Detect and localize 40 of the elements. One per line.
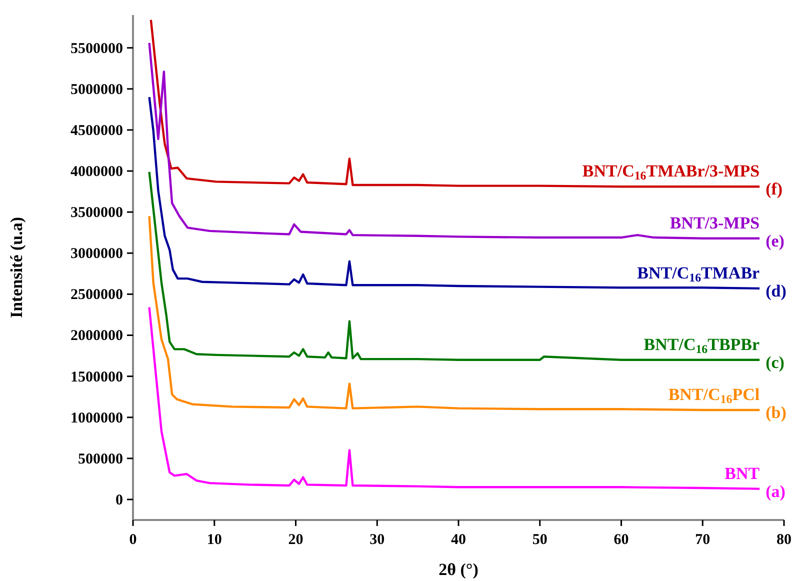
- y-tick-label: 4000000: [70, 164, 123, 180]
- y-tick-label: 2000000: [70, 328, 123, 344]
- x-tick-label: 0: [129, 532, 137, 548]
- line-series: [148, 215, 761, 412]
- series-label: BNT: [724, 464, 760, 483]
- x-tick-label: 50: [532, 532, 548, 548]
- x-tick-label: 60: [614, 532, 629, 548]
- y-tick-label: 500000: [78, 451, 123, 468]
- y-tick-label: 3000000: [70, 246, 123, 262]
- x-tick-label: 70: [695, 532, 710, 548]
- x-tick-label: 40: [451, 532, 466, 548]
- x-tick-label: 20: [288, 532, 304, 548]
- y-tick-label: 1500000: [70, 369, 123, 386]
- series-label: BNT/C$_{16}$TMABr/3-MPS: [582, 162, 760, 183]
- series-label: BNT/C$_{16}$PCl: [668, 384, 760, 406]
- y-tick-label: 1000000: [70, 410, 123, 426]
- y-tick-label: 3500000: [70, 205, 123, 222]
- annotation: (e): [766, 231, 784, 250]
- annotation: (f): [766, 180, 783, 199]
- y-axis-title: Intensité (u.a): [7, 216, 26, 318]
- annotation: (b): [766, 402, 786, 422]
- series-label: BNT/C$_{16}$TMABr: [637, 263, 760, 284]
- x-tick-label: 80: [776, 532, 792, 548]
- x-tick-label: 10: [206, 532, 222, 548]
- line-series: [148, 42, 761, 240]
- line-series: [150, 18, 761, 188]
- annotation: (d): [766, 281, 786, 300]
- y-tick-label: 5500000: [70, 40, 123, 57]
- line-series: [148, 96, 761, 290]
- x-tick-label: 30: [370, 532, 385, 548]
- x-axis-title: 2θ (°): [438, 560, 478, 579]
- series-label: BNT/C$_{16}$TBPBr: [644, 334, 760, 356]
- annotation: (a): [766, 482, 786, 501]
- y-tick-label: 4500000: [70, 122, 123, 139]
- y-tick-label: 0: [116, 492, 123, 508]
- line-series: [148, 306, 761, 490]
- y-tick-label: 2500000: [70, 287, 123, 304]
- series-label: BNT/3-MPS: [670, 213, 760, 232]
- y-tick-label: 5000000: [70, 82, 123, 98]
- annotation: (c): [766, 352, 784, 372]
